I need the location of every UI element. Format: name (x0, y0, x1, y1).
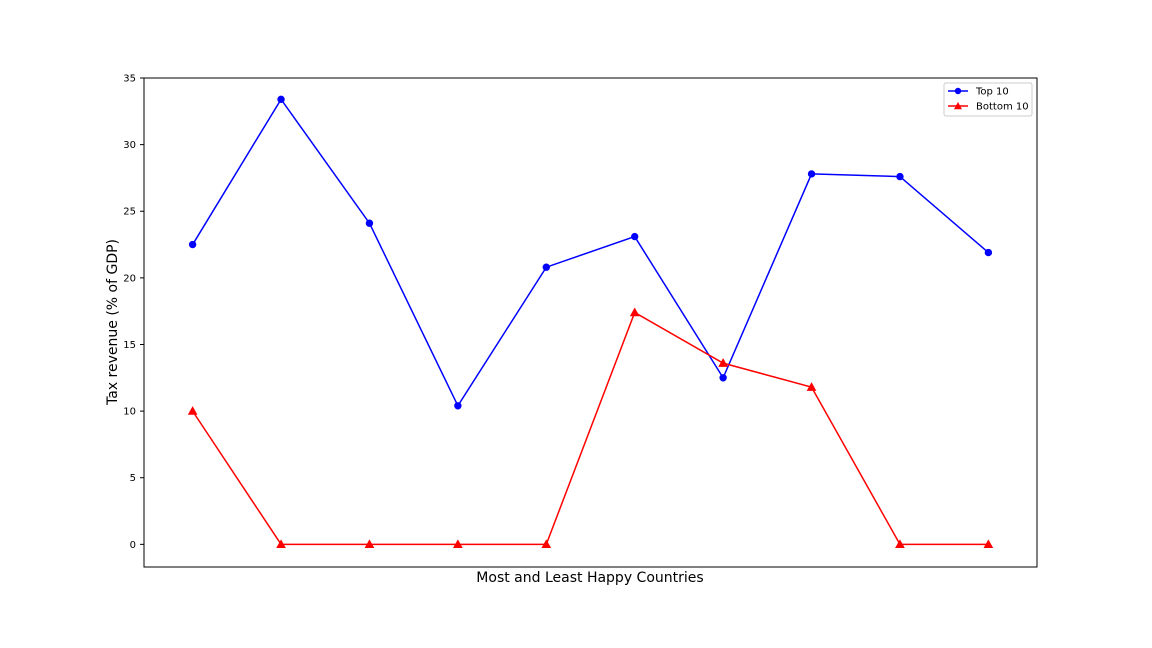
x-axis-title: Most and Least Happy Countries (476, 570, 703, 586)
y-axis-ticks: 0 5 10 15 20 25 30 35 (123, 74, 144, 551)
data-point (984, 248, 993, 257)
data-point (188, 240, 197, 249)
legend-marker (954, 87, 962, 95)
series-1 (188, 95, 993, 410)
y-tick-label: 5 (130, 473, 136, 484)
data-point (895, 539, 905, 549)
data-point (896, 172, 904, 181)
data-point (454, 402, 462, 410)
y-tick-label: 35 (123, 74, 136, 85)
legend-label: Bottom 10 (976, 102, 1029, 113)
series-line (192, 311, 989, 546)
y-tick-label: 0 (130, 540, 136, 551)
y-axis-title: Tax revenue (% of GDP) (105, 239, 121, 406)
y-tick-label: 15 (123, 340, 136, 351)
data-point (453, 539, 463, 549)
data-point (365, 219, 374, 227)
y-tick-label: 25 (123, 207, 136, 218)
data-point (718, 358, 728, 367)
legend-entries: Top 10 Bottom 10 (948, 87, 1029, 113)
data-point (277, 95, 285, 104)
data-point (719, 374, 727, 382)
legend-marker (954, 102, 962, 110)
data-point (983, 539, 994, 549)
y-tick-label: 30 (123, 140, 136, 151)
data-point (629, 307, 640, 317)
series-2 (187, 307, 994, 549)
data-point (187, 406, 198, 415)
legend: Top 10 Bottom 10 (943, 82, 1033, 117)
data-point (541, 539, 552, 549)
data-point (807, 170, 816, 178)
data-point (276, 539, 286, 549)
data-point (806, 382, 817, 391)
y-tick-label: 10 (123, 407, 136, 418)
series-layer (187, 95, 994, 549)
data-point (542, 263, 550, 271)
y-tick-label: 20 (123, 273, 136, 284)
plot-frame (143, 77, 1038, 568)
legend-label: Top 10 (975, 87, 1009, 98)
series-line (191, 97, 989, 408)
data-point (631, 232, 639, 241)
data-point (364, 539, 375, 549)
